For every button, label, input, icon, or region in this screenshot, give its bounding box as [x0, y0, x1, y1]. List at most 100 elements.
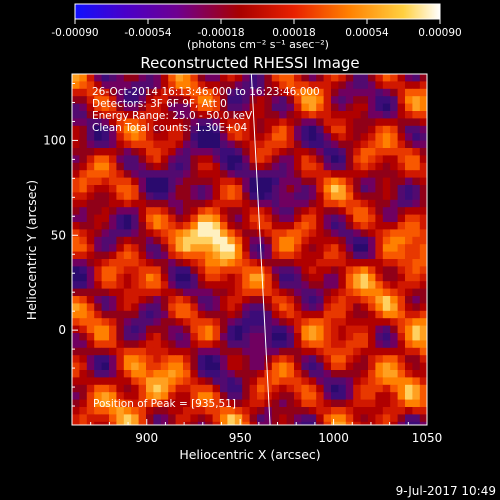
heatmap-cell [353, 125, 361, 134]
heatmap-cell [234, 207, 243, 215]
heatmap-cell [419, 148, 427, 156]
heatmap-cell [79, 81, 88, 90]
heatmap-cell [360, 288, 369, 297]
heatmap-cell [79, 310, 88, 319]
heatmap-cell [271, 259, 280, 267]
heatmap-cell [308, 229, 317, 238]
heatmap-cell [412, 177, 421, 186]
heatmap-cell [382, 222, 391, 230]
heatmap-cell [360, 192, 369, 201]
heatmap-cell [353, 273, 361, 282]
heatmap-cell [109, 414, 117, 423]
heatmap-cell [205, 118, 213, 127]
heatmap-cell [123, 185, 132, 193]
heatmap-cell [79, 429, 87, 437]
heatmap-cell [353, 236, 361, 245]
heatmap-cell [368, 170, 376, 178]
heatmap-cell [101, 399, 110, 408]
heatmap-cell [168, 229, 176, 238]
heatmap-cell [168, 251, 176, 260]
heatmap-cell [397, 407, 406, 415]
heatmap-cell [397, 288, 406, 297]
heatmap-cell [368, 244, 376, 252]
heatmap-cell [109, 229, 117, 238]
heatmap-cell [183, 310, 191, 319]
heatmap-cell [153, 421, 162, 425]
heatmap-cell [94, 103, 102, 112]
heatmap-cell [168, 192, 176, 201]
heatmap-cell [286, 199, 295, 208]
heatmap-cell [242, 88, 250, 97]
heatmap-cell [79, 362, 88, 371]
heatmap-cell [212, 288, 221, 297]
heatmap-cell [390, 88, 398, 97]
heatmap-cell [279, 185, 287, 193]
heatmap-cell [257, 88, 265, 97]
heatmap-cell [390, 207, 398, 215]
heatmap-cell [308, 214, 317, 223]
heatmap-cell [86, 340, 95, 349]
heatmap-cell [197, 162, 206, 171]
heatmap-cell [271, 384, 280, 393]
heatmap-cell [190, 266, 199, 275]
heatmap-cell [234, 111, 243, 119]
heatmap-cell [338, 273, 347, 282]
heatmap-cell [345, 207, 354, 215]
heatmap-cell [220, 236, 228, 245]
heatmap-cell [249, 177, 258, 186]
heatmap-cell [220, 414, 228, 423]
heatmap-cell [190, 296, 199, 304]
heatmap-cell [427, 192, 435, 200]
heatmap-cell [116, 370, 125, 378]
heatmap-cell [146, 140, 154, 149]
heatmap-cell [279, 96, 287, 104]
heatmap-cell [123, 244, 132, 252]
heatmap-cell [175, 251, 184, 260]
heatmap-cell [264, 429, 272, 437]
heatmap-cell [123, 199, 132, 208]
heatmap-cell [412, 421, 421, 425]
heatmap-cell [220, 347, 228, 356]
heatmap-cell [323, 96, 332, 104]
heatmap-cell [271, 399, 280, 408]
heatmap-cell [331, 318, 339, 326]
heatmap-cell [197, 407, 206, 415]
heatmap-cell [72, 310, 80, 319]
heatmap-cell [382, 103, 391, 112]
heatmap-cell [183, 407, 191, 415]
heatmap-cell [242, 140, 250, 149]
heatmap-cell [360, 377, 369, 386]
heatmap-cell [138, 259, 147, 267]
heatmap-cell [345, 148, 354, 156]
heatmap-cell [316, 273, 324, 282]
heatmap-cell [242, 251, 250, 260]
heatmap-cell [212, 325, 221, 334]
heatmap-cell [86, 244, 95, 252]
heatmap-cell [368, 96, 376, 104]
heatmap-cell [323, 214, 332, 223]
heatmap-cell [427, 311, 435, 319]
heatmap-cell [116, 333, 125, 341]
heatmap-cell [86, 199, 95, 208]
annotation-block: 26-Oct-2014 16:13:46.000 to 16:23:46.000… [92, 86, 320, 134]
heatmap-cell [368, 74, 376, 82]
heatmap-cell [271, 251, 280, 260]
heatmap-cell [382, 236, 391, 245]
heatmap-cell [94, 414, 102, 423]
heatmap-cell [301, 384, 310, 393]
heatmap-cell [264, 421, 273, 425]
heatmap-cell [153, 199, 162, 208]
heatmap-cell [308, 192, 317, 201]
heatmap-cell [86, 214, 95, 223]
heatmap-cell [397, 251, 406, 260]
heatmap-cell [405, 370, 413, 378]
heatmap-cell [101, 370, 110, 378]
heatmap-cell [234, 288, 243, 297]
heatmap-cell [390, 170, 398, 178]
heatmap-cell [405, 162, 413, 171]
heatmap-cell [338, 318, 347, 326]
heatmap-cell [360, 155, 369, 164]
heatmap-cell [220, 170, 228, 178]
heatmap-cell [220, 88, 228, 97]
heatmap-cell [153, 333, 162, 341]
